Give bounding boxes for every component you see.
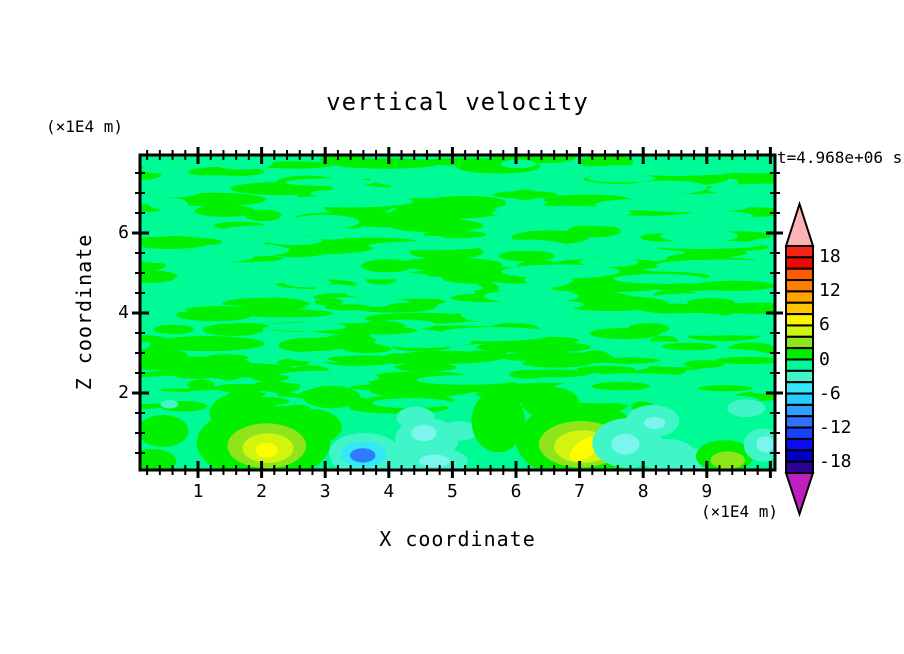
colorbar-tick-label: -12 — [819, 417, 852, 438]
z-axis-unit-label: (×1E4 m) — [46, 117, 124, 136]
colorbar-tick-label: 6 — [819, 314, 830, 335]
x-tick-label: 5 — [446, 481, 458, 502]
colorbar-tick-label: 0 — [819, 349, 830, 370]
colorbar-under-arrow — [784, 472, 815, 518]
colorbar — [784, 200, 815, 518]
x-tick-label: 1 — [192, 481, 204, 502]
colorbar-over-arrow — [784, 200, 815, 247]
contour-plot-area — [140, 155, 775, 470]
colorbar-tick-label: -6 — [819, 383, 841, 404]
x-tick-label: 8 — [637, 481, 649, 502]
colorbar-tick-label: 12 — [819, 280, 841, 301]
colorbar-boxes — [784, 200, 815, 518]
x-tick-label: 7 — [574, 481, 586, 502]
z-tick-label: 2 — [118, 382, 129, 403]
x-axis-title: X coordinate — [379, 527, 536, 551]
z-tick-label: 6 — [118, 222, 129, 243]
x-tick-label: 6 — [510, 481, 522, 502]
time-stamp-label: t=4.968e+06 s — [777, 148, 903, 167]
x-axis-unit-label: (×1E4 m) — [700, 502, 778, 521]
page-title: vertical velocity — [326, 88, 589, 116]
x-tick-label: 9 — [701, 481, 713, 502]
x-tick-label: 3 — [319, 481, 331, 502]
x-tick-label: 2 — [256, 481, 268, 502]
z-tick-label: 4 — [118, 302, 129, 323]
colorbar-tick-label: -18 — [819, 451, 852, 472]
z-axis-title: Z coordinate — [72, 233, 96, 391]
contour-field — [140, 155, 775, 470]
x-tick-label: 4 — [383, 481, 395, 502]
colorbar-tick-label: 18 — [819, 246, 841, 267]
